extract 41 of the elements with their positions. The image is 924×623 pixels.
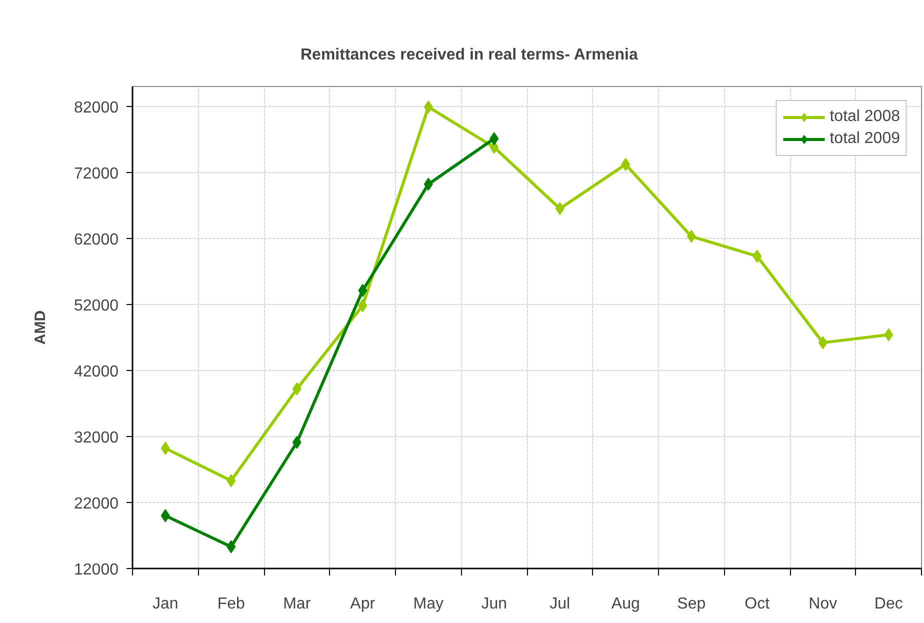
point bbox=[226, 474, 236, 488]
point bbox=[686, 230, 696, 243]
point bbox=[818, 336, 828, 350]
y-tick-label: 62000 bbox=[74, 231, 119, 248]
x-tick-label: Jan bbox=[152, 596, 178, 612]
y-tick-label: 32000 bbox=[74, 429, 119, 446]
point bbox=[358, 284, 368, 298]
y-tick-label: 72000 bbox=[74, 165, 119, 182]
point bbox=[884, 328, 894, 342]
y-tick-label: 22000 bbox=[74, 495, 119, 512]
legend-label: total 2009 bbox=[830, 130, 900, 148]
y-tick-label: 82000 bbox=[74, 99, 119, 116]
point bbox=[358, 299, 368, 312]
point bbox=[752, 250, 762, 263]
y-tick-label: 42000 bbox=[74, 363, 119, 380]
point bbox=[621, 158, 630, 171]
point bbox=[226, 540, 236, 554]
point bbox=[292, 382, 302, 396]
point bbox=[555, 202, 564, 216]
x-tick-label: Feb bbox=[217, 596, 246, 612]
y-tick-label: 12000 bbox=[74, 562, 119, 578]
point bbox=[292, 436, 302, 449]
x-tick-label: May bbox=[413, 596, 444, 612]
x-tick-label: Jul bbox=[550, 596, 570, 612]
x-tick-label: Apr bbox=[350, 596, 376, 612]
x-tick-label: Jun bbox=[481, 596, 508, 612]
chart-title: Remittances received in real terms- Armenia bbox=[300, 46, 638, 64]
point bbox=[490, 132, 499, 146]
point bbox=[424, 178, 433, 191]
legend-label: total 2008 bbox=[830, 108, 900, 126]
x-tick-label: Nov bbox=[808, 596, 838, 612]
point bbox=[160, 442, 170, 455]
x-tick-label: Aug bbox=[611, 596, 640, 612]
y-axis-title: AMD bbox=[32, 310, 50, 345]
x-tick-label: Mar bbox=[283, 596, 312, 612]
y-tick-label: 52000 bbox=[74, 297, 119, 314]
point bbox=[160, 509, 170, 522]
point bbox=[424, 100, 433, 114]
x-tick-label: Oct bbox=[744, 596, 770, 612]
x-tick-label: Dec bbox=[874, 596, 903, 612]
x-tick-label: Sep bbox=[677, 596, 706, 612]
